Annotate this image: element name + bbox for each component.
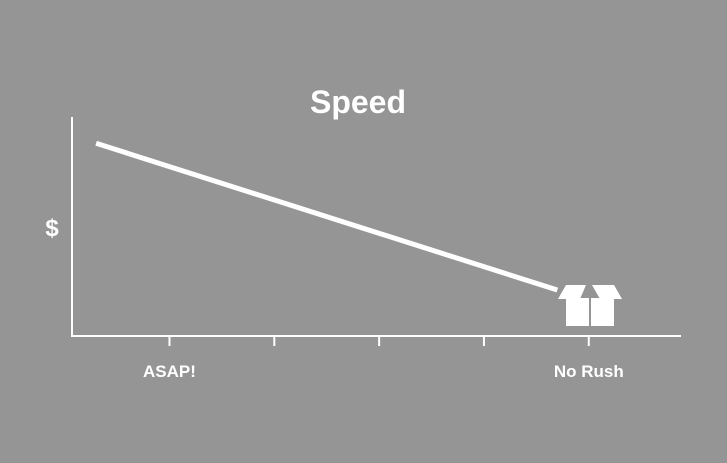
y-axis-label: $ — [45, 215, 59, 242]
open-box-icon — [558, 285, 622, 326]
x-tick-label-0: ASAP! — [143, 362, 196, 381]
chart-title: Speed — [310, 84, 406, 120]
x-ticks: ASAP! No Rush — [143, 336, 624, 381]
x-tick-label-1: No Rush — [554, 362, 624, 381]
series-group — [95, 140, 559, 293]
series-line-0 — [95, 140, 559, 293]
